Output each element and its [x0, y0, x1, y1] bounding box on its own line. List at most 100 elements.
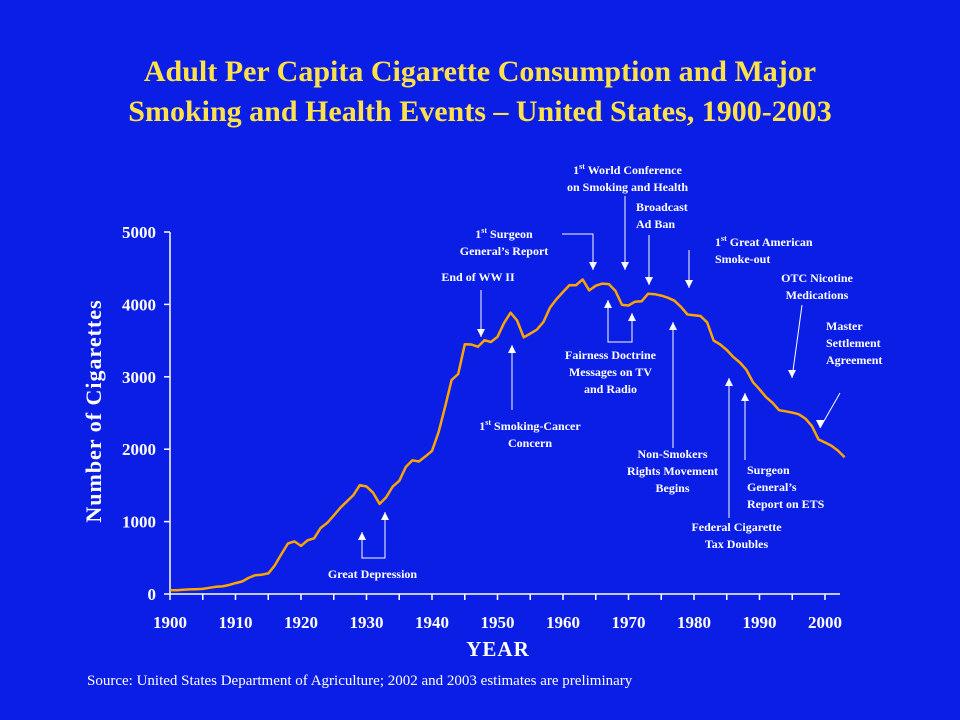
- wc-text-1: World Conference: [584, 163, 682, 177]
- ga-text-1: Great American: [726, 235, 813, 249]
- ordinal-digit: 1: [573, 163, 580, 177]
- arrowhead: [621, 262, 629, 270]
- sg-line-1: 1st Surgeon: [444, 222, 564, 243]
- pointer-surgeon-general: [562, 233, 594, 270]
- wwii-label: End of WW II: [441, 270, 515, 284]
- consumption-line: [169, 278, 846, 592]
- wc-line-2: on Smoking and Health: [566, 180, 689, 194]
- ets-line-2: General’s: [747, 480, 797, 494]
- msa-line-2: Settlement: [826, 336, 881, 350]
- ad-line-1: Broadcast: [636, 200, 688, 214]
- ns-line-3: Begins: [655, 481, 690, 495]
- arrowhead: [604, 300, 612, 308]
- x-tick-label: 2000: [808, 613, 842, 632]
- x-tick-label: 1950: [481, 613, 515, 632]
- tax-line-2: Tax Doubles: [704, 537, 769, 551]
- x-tick-label: 1920: [284, 613, 318, 632]
- ets-line-1: Surgeon: [747, 463, 790, 477]
- annotation-great-depression: Great Depression: [310, 566, 435, 583]
- arrowhead: [788, 370, 796, 378]
- fd-line-3: and Radio: [583, 382, 638, 396]
- ordinal-digit: 1: [479, 419, 486, 433]
- pointer-msa: [819, 392, 841, 429]
- x-tick-label: 1980: [677, 613, 711, 632]
- ga-line-1: 1st Great American: [715, 230, 855, 251]
- annotation-otc-nicotine: OTC Nicotine Medications: [762, 270, 872, 304]
- annotation-surgeon-generals-report: 1st Surgeon General’s Report: [444, 222, 564, 260]
- y-tick-label: 2000: [122, 440, 156, 459]
- axes: 0 1000 2000 3000 4000 5000 1900 1910 1920 1930 194…: [81, 223, 842, 661]
- arrowhead: [725, 378, 733, 386]
- sg-line-2: General’s Report: [459, 244, 549, 258]
- ordinal-suffix: st: [579, 162, 585, 171]
- arrowhead: [669, 322, 677, 330]
- otc-line-2: Medications: [785, 288, 849, 302]
- chart-title: Adult Per Capita Cigarette Consumption a…: [0, 52, 960, 132]
- pointer-fairness-doctrine: [607, 300, 633, 343]
- y-tick-label: 1000: [122, 513, 156, 532]
- annotation-non-smokers-rights: Non-Smokers Rights Movement Begins: [610, 446, 735, 497]
- x-tick-label: 1910: [219, 613, 253, 632]
- fd-line-2: Messages on TV: [568, 365, 653, 379]
- x-tick-label: 1960: [546, 613, 580, 632]
- source-note: Source: United States Department of Agri…: [87, 673, 633, 689]
- msa-line-1: Master: [826, 319, 863, 333]
- ordinal-suffix: st: [481, 226, 488, 235]
- ets-line-3: Report on ETS: [747, 497, 825, 511]
- arrowhead: [741, 393, 749, 401]
- tax-line-1: Federal Cigarette: [691, 520, 782, 534]
- ns-line-1: Non-Smokers: [637, 447, 708, 461]
- otc-line-1: OTC Nicotine: [781, 271, 853, 285]
- annotation-fairness-doctrine: Fairness Doctrine Messages on TV and Rad…: [548, 347, 673, 398]
- gd-label: Great Depression: [327, 567, 418, 581]
- x-tick-label: 1990: [743, 613, 777, 632]
- annotation-world-conference: 1st World Conference on Smoking and Heal…: [540, 158, 715, 196]
- pointer-otc: [791, 304, 803, 379]
- x-tick-label: 1970: [612, 613, 646, 632]
- arrowhead: [508, 345, 516, 353]
- arrowhead: [645, 277, 653, 285]
- ordinal-suffix: st: [721, 234, 727, 243]
- pointer-great-depression: [361, 512, 386, 559]
- title-line-2: Smoking and Health Events – United State…: [128, 95, 832, 128]
- sc-text-1: Smoking-Cancer: [491, 419, 581, 433]
- title-line-1: Adult Per Capita Cigarette Consumption a…: [143, 55, 817, 88]
- wc-line-1: 1st World Conference: [540, 158, 715, 179]
- sc-line-1: 1st Smoking-Cancer: [460, 414, 600, 435]
- ordinal-digit: 1: [715, 235, 721, 249]
- msa-line-3: Agreement: [826, 353, 883, 367]
- arrowhead: [628, 313, 636, 321]
- arrowhead: [685, 280, 693, 288]
- x-tick-label: 1940: [415, 613, 449, 632]
- annotation-smoking-cancer: 1st Smoking-Cancer Concern: [460, 414, 600, 452]
- ad-line-2: Ad Ban: [636, 217, 676, 231]
- y-axis-label: Number of Cigarettes: [81, 299, 106, 522]
- annotation-great-american-smokeout: 1st Great American Smoke-out: [715, 230, 855, 268]
- sg-text-1: Surgeon: [487, 227, 533, 241]
- arrowhead: [358, 532, 366, 540]
- y-tick-label: 4000: [122, 295, 156, 314]
- x-axis-label: YEAR: [466, 637, 530, 661]
- arrowhead: [589, 262, 597, 270]
- ordinal-suffix: st: [485, 418, 492, 427]
- annotation-end-of-wwii: End of WW II: [428, 269, 528, 286]
- annotation-federal-tax: Federal Cigarette Tax Doubles: [674, 519, 799, 553]
- x-tick-label: 1900: [153, 613, 187, 632]
- arrowhead: [816, 420, 824, 428]
- ns-line-2: Rights Movement: [627, 464, 718, 478]
- y-tick-label: 3000: [122, 368, 156, 387]
- y-tick-label: 5000: [122, 223, 156, 242]
- y-tick-label: 0: [148, 585, 157, 604]
- x-tick-label: 1930: [350, 613, 384, 632]
- fd-line-1: Fairness Doctrine: [565, 348, 656, 362]
- arrowhead: [477, 329, 485, 337]
- annotation-broadcast-ad-ban: Broadcast Ad Ban: [636, 199, 716, 233]
- ordinal-digit: 1: [475, 227, 482, 241]
- annotation-pointers: [358, 196, 841, 559]
- annotation-surgeon-general-ets: Surgeon General’s Report on ETS: [747, 462, 857, 513]
- sc-line-2: Concern: [508, 436, 552, 450]
- arrowhead: [381, 512, 389, 520]
- annotation-master-settlement: Master Settlement Agreement: [826, 318, 916, 369]
